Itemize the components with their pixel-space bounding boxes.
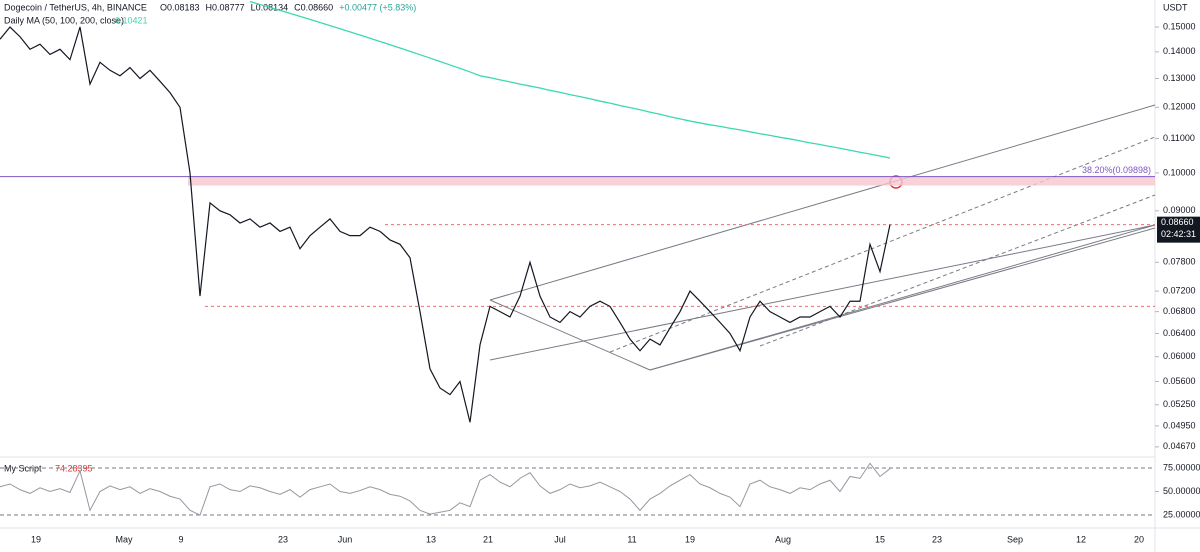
y-tick-label: 0.10000	[1163, 167, 1196, 177]
series-line	[249, 0, 891, 159]
channel-drawings	[489, 104, 1156, 371]
ma-label: Daily MA (50, 100, 200, close)	[4, 15, 124, 25]
osc-tick-label: 50.000000	[1163, 486, 1200, 496]
y-tick-label: 0.15000	[1163, 21, 1196, 31]
y-tick-label: 0.07800	[1163, 257, 1196, 267]
ohlc-value: C0.08660	[294, 2, 333, 12]
x-tick-label: May	[115, 534, 133, 544]
ohlc-value: +0.00477 (+5.83%)	[339, 2, 416, 12]
osc-tick-label: 25.000000	[1163, 509, 1200, 519]
y-tick-label: 0.11000	[1163, 133, 1195, 143]
y-tick-label: 0.07200	[1163, 285, 1196, 295]
x-tick-label: 12	[1076, 534, 1086, 544]
y-tick-label: 0.13000	[1163, 73, 1196, 83]
x-tick-label: 15	[875, 534, 885, 544]
x-tick-label: Jun	[338, 534, 353, 544]
x-tick-label: 23	[278, 534, 288, 544]
x-tick-label: 20	[1134, 534, 1144, 544]
osc-line	[0, 462, 891, 516]
y-tick-label: 0.04950	[1163, 420, 1196, 430]
y-tick-label: 0.06800	[1163, 306, 1196, 316]
y-tick-label: 0.09000	[1163, 205, 1196, 215]
y-tick-label: 0.14000	[1163, 46, 1196, 56]
x-tick-label: Aug	[775, 534, 791, 544]
price-tag-timer: 02:42:31	[1161, 229, 1196, 239]
y-axis-label: USDT	[1163, 2, 1188, 12]
fib-zone	[188, 176, 1155, 186]
x-tick-label: 21	[483, 534, 493, 544]
price-tag	[1157, 216, 1200, 243]
x-tick-label: 11	[627, 534, 636, 544]
ma-value: 0.10421	[115, 15, 148, 25]
x-tick-label: 19	[685, 534, 695, 544]
osc-tick-label: 75.000000	[1163, 462, 1200, 472]
x-tick-label: Sep	[1007, 534, 1023, 544]
ohlc-value: O0.08183	[160, 2, 200, 12]
x-tick-label: 23	[932, 534, 942, 544]
x-tick-label: Jul	[554, 534, 566, 544]
price-tag-label: 0.08660	[1161, 217, 1194, 227]
x-tick-label: 9	[178, 534, 183, 544]
x-tick-label: 19	[31, 534, 41, 544]
y-tick-label: 0.05600	[1163, 376, 1196, 386]
y-tick-label: 0.12000	[1163, 102, 1196, 112]
y-tick-label: 0.05250	[1163, 399, 1196, 409]
fib-label: 38.20%(0.09898)	[1082, 165, 1151, 175]
y-tick-label: 0.06400	[1163, 328, 1196, 338]
y-tick-label: 0.06000	[1163, 351, 1196, 361]
x-tick-label: 13	[426, 534, 436, 544]
title: Dogecoin / TetherUS, 4h, BINANCE	[4, 2, 147, 12]
series-line	[0, 26, 891, 423]
ohlc-value: H0.08777	[206, 2, 245, 12]
y-tick-label: 0.04670	[1163, 441, 1196, 451]
